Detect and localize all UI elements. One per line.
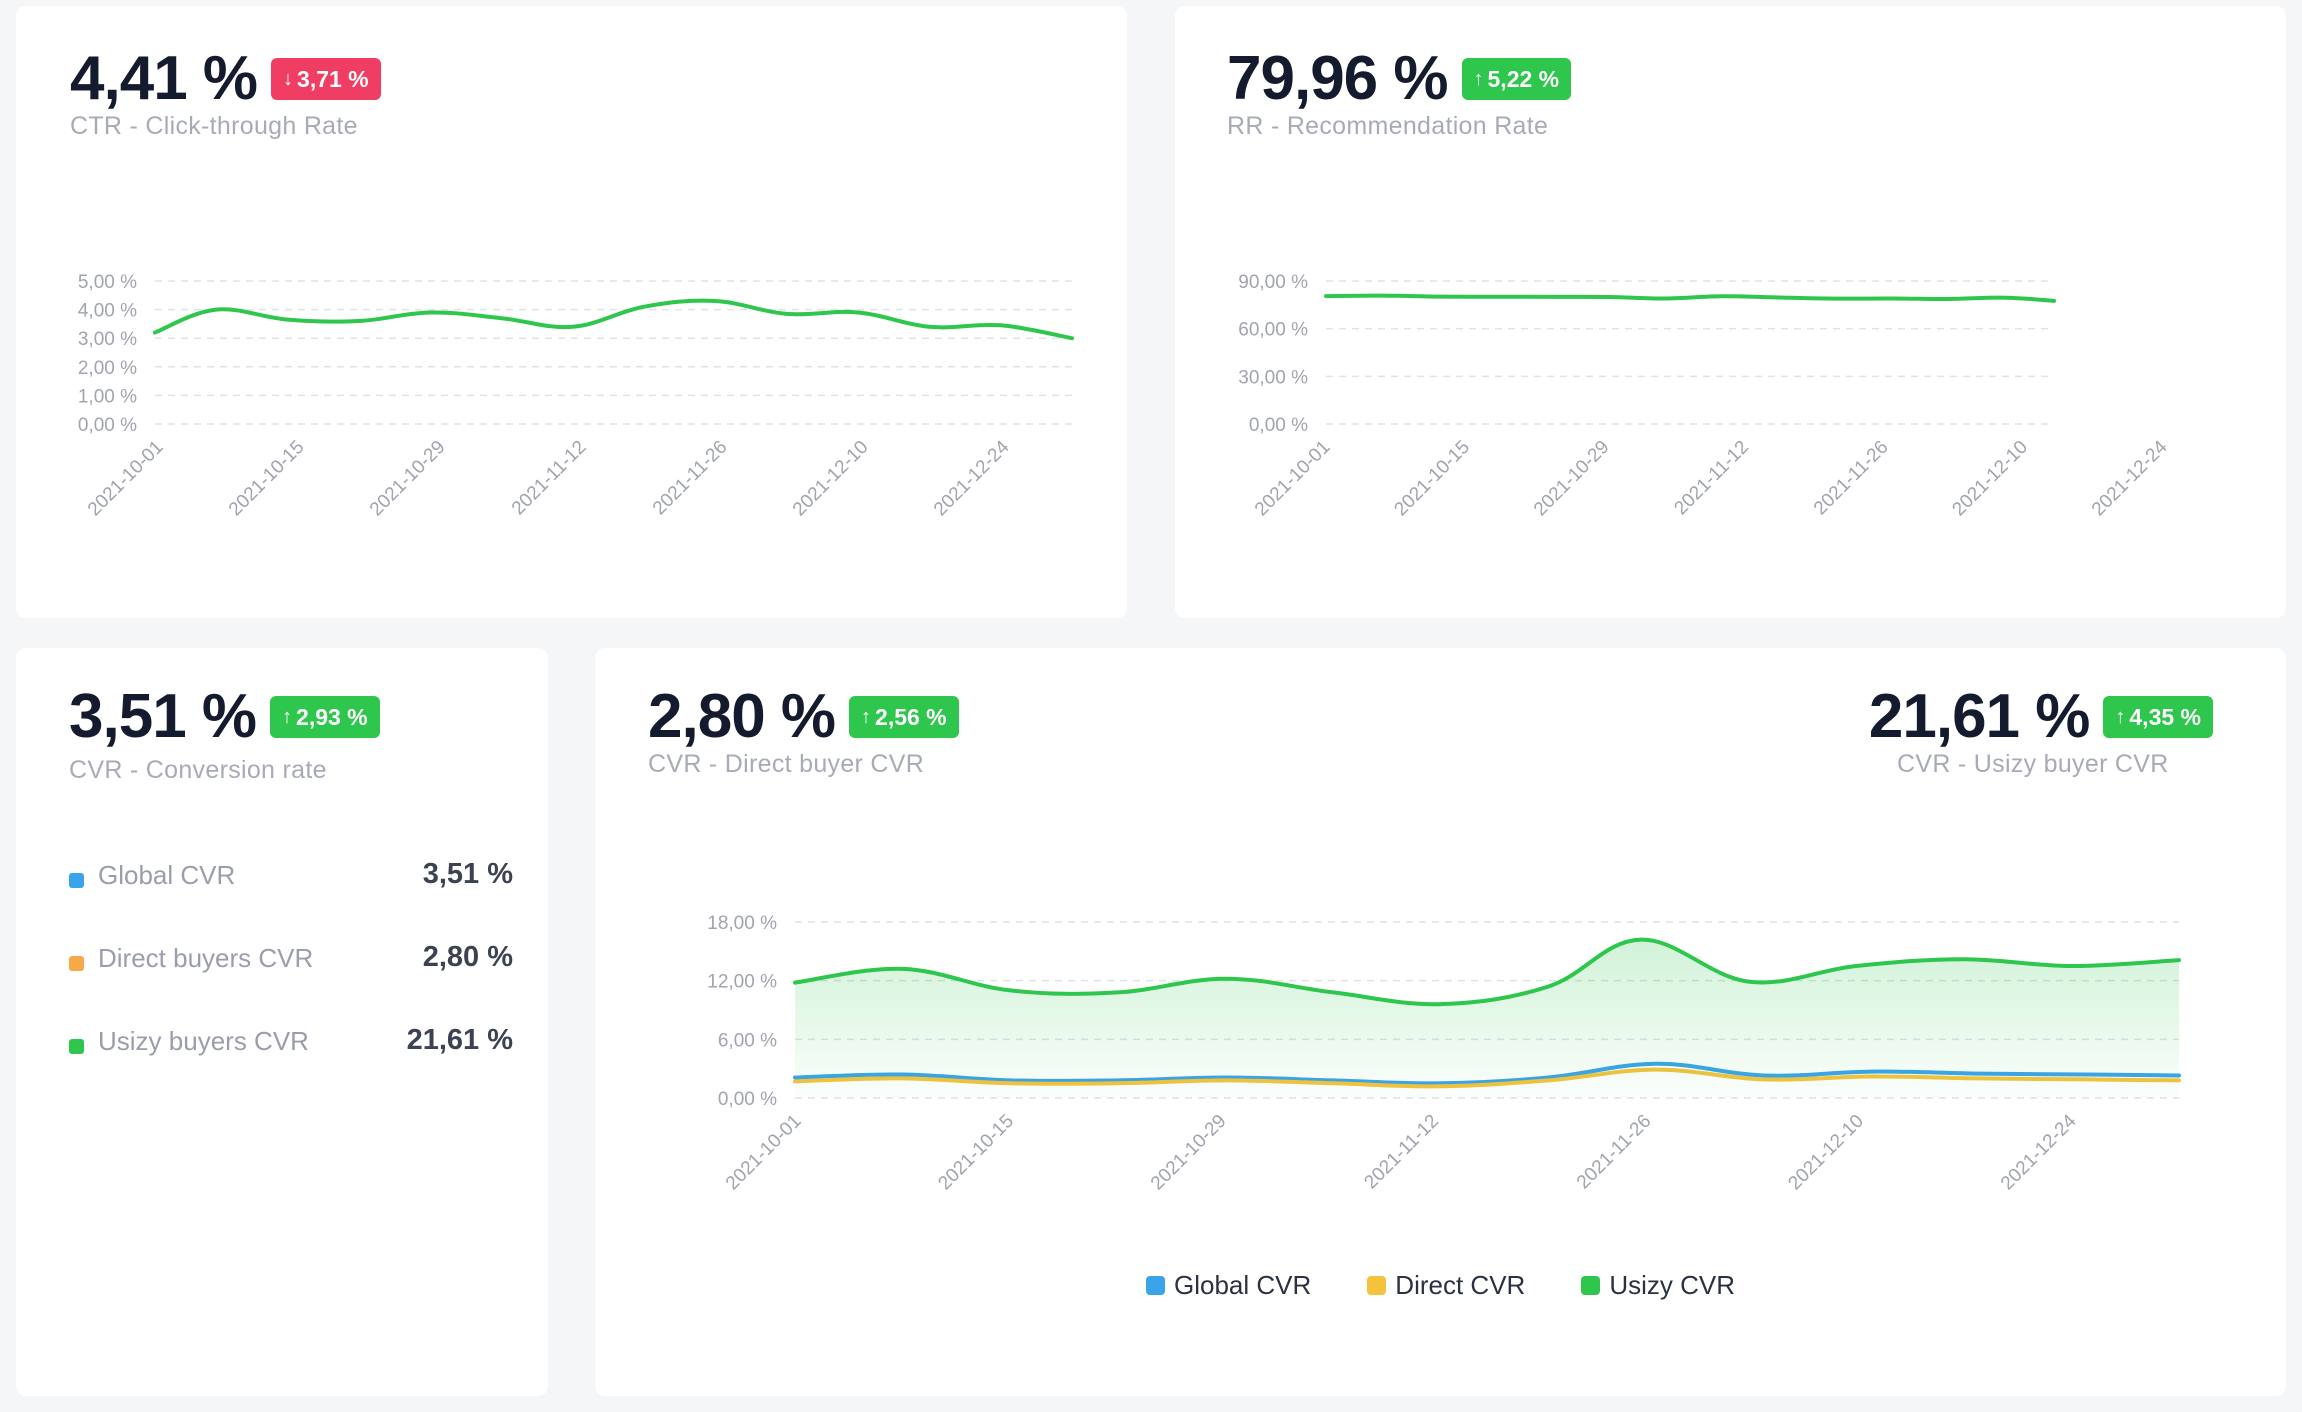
- cvr-change-value: 2,93 %: [296, 703, 368, 730]
- rr-line-chart: 90,00 % 60,00 % 30,00 % 0,00 %2021-10-01 202…: [1238, 272, 2172, 521]
- x-tick-label: 2021-12-24: [930, 436, 1014, 520]
- buyers-area-chart: 18,00 % 12,00 % 6,00 % 0,00 %2021-10-01 2021…: [707, 913, 2181, 1195]
- series-line-ctr: [153, 298, 1074, 341]
- y-tick-label: 3,00 %: [78, 329, 137, 350]
- direct-subtitle: CVR - Direct buyer CVR: [648, 750, 925, 778]
- x-tick-label: 2021-10-15: [1390, 437, 1474, 521]
- x-tick-label: 2021-11-12: [1360, 1111, 1443, 1194]
- cvr-item-value: 2,80 %: [422, 941, 513, 973]
- direct-kpi: 2,80 % ↑ 2,56 %: [648, 686, 959, 748]
- usizy-change-value: 4,35 %: [2129, 703, 2201, 730]
- cvr-subtitle: CVR - Conversion rate: [69, 756, 327, 784]
- legend-label: Direct CVR: [1395, 1270, 1526, 1300]
- ctr-subtitle: CTR - Click-through Rate: [70, 112, 358, 140]
- list-item: Global CVR 3,51 %: [69, 858, 513, 943]
- arrow-up-icon: ↑: [1473, 67, 1484, 90]
- y-tick-label: 18,00 %: [707, 913, 777, 934]
- rr-value: 79,96 %: [1227, 44, 1449, 113]
- x-tick-label: 2021-12-10: [789, 437, 873, 521]
- rr-change-badge: ↑ 5,22 %: [1461, 58, 1572, 100]
- series-line-usizy-cvr: [793, 937, 2181, 1007]
- x-tick-label: 2021-11-12: [1670, 437, 1753, 520]
- x-tick-label: 2021-12-10: [1784, 1111, 1868, 1195]
- x-tick-label: 2021-10-01: [84, 437, 168, 521]
- usizy-value: 21,61 %: [1868, 682, 2091, 751]
- cvr-item-value: 3,51 %: [422, 858, 513, 890]
- cvr-kpi: 3,51 % ↑ 2,93 %: [69, 686, 380, 748]
- x-tick-label: 2021-10-15: [225, 437, 309, 521]
- cvr-value: 3,51 %: [69, 682, 257, 751]
- x-tick-label: 2021-10-01: [1251, 437, 1335, 521]
- ctr-card: 4,41 % ↓ 3,71 % CTR - Click-through Rate…: [16, 6, 1127, 618]
- direct-change-value: 2,56 %: [875, 703, 947, 730]
- arrow-up-icon: ↑: [2115, 705, 2126, 728]
- y-tick-label: 1,00 %: [78, 386, 137, 407]
- usizy-subtitle: CVR - Usizy buyer CVR: [1897, 750, 2169, 778]
- chart-legend: Global CVR Direct CVR Usizy CVR: [595, 1270, 2286, 1301]
- x-tick-label: 2021-11-26: [649, 437, 732, 520]
- cvr-card: 3,51 % ↑ 2,93 % CVR - Conversion rate Gl…: [16, 648, 548, 1396]
- green-swatch-icon: [1581, 1276, 1601, 1295]
- x-tick-label: 2021-11-26: [1810, 437, 1893, 520]
- yellow-swatch-icon: [1367, 1276, 1387, 1295]
- ctr-kpi: 4,41 % ↓ 3,71 %: [70, 48, 381, 110]
- area-fill-usizy-cvr: [795, 939, 2179, 1098]
- y-tick-label: 0,00 %: [1249, 415, 1308, 436]
- y-tick-label: 60,00 %: [1238, 320, 1308, 341]
- legend-item-usizy[interactable]: Usizy CVR: [1581, 1270, 1735, 1301]
- legend-item-global[interactable]: Global CVR: [1146, 1270, 1311, 1301]
- x-tick-label: 2021-12-24: [2088, 436, 2172, 520]
- x-tick-label: 2021-11-12: [508, 437, 591, 520]
- direct-change-badge: ↑ 2,56 %: [849, 696, 959, 738]
- y-tick-label: 2,00 %: [78, 358, 137, 379]
- x-tick-label: 2021-10-29: [1530, 437, 1614, 521]
- rr-subtitle: RR - Recommendation Rate: [1227, 112, 1549, 140]
- rr-card: 79,96 % ↑ 5,22 % RR - Recommendation Rat…: [1175, 6, 2286, 618]
- list-item: Direct buyers CVR 2,80 %: [69, 941, 513, 1026]
- x-tick-label: 2021-10-29: [1147, 1111, 1231, 1195]
- x-tick-label: 2021-10-01: [722, 1111, 806, 1195]
- arrow-up-icon: ↑: [861, 705, 872, 728]
- legend-label: Usizy CVR: [1609, 1270, 1735, 1300]
- y-tick-label: 0,00 %: [78, 415, 137, 436]
- y-tick-label: 6,00 %: [718, 1030, 777, 1051]
- y-tick-label: 12,00 %: [707, 972, 777, 993]
- legend-item-direct[interactable]: Direct CVR: [1367, 1270, 1525, 1301]
- y-tick-label: 5,00 %: [78, 272, 137, 293]
- orange-dot-icon: [69, 956, 84, 971]
- rr-change-value: 5,22 %: [1487, 65, 1560, 92]
- ctr-line-chart: 5,00 %4,00 %3,00 %2,00 %1,00 %0,00 %2021…: [78, 272, 1074, 521]
- blue-dot-icon: [69, 873, 84, 888]
- x-tick-label: 2021-11-26: [1573, 1111, 1656, 1194]
- y-tick-label: 30,00 %: [1238, 367, 1308, 388]
- ctr-change-value: 3,71 %: [297, 65, 369, 92]
- cvr-item-value: 21,61 %: [406, 1024, 513, 1056]
- usizy-change-badge: ↑ 4,35 %: [2103, 696, 2213, 738]
- blue-swatch-icon: [1146, 1276, 1166, 1295]
- y-tick-label: 0,00 %: [718, 1089, 777, 1110]
- direct-value: 2,80 %: [648, 682, 836, 751]
- cvr-breakdown-list: Global CVR 3,51 % Direct buyers CVR 2,80…: [69, 858, 513, 1109]
- arrow-up-icon: ↑: [282, 705, 293, 728]
- x-tick-label: 2021-12-24: [1997, 1110, 2081, 1194]
- list-item: Usizy buyers CVR 21,61 %: [69, 1024, 513, 1109]
- buyers-cvr-card: 2,80 % ↑ 2,56 % CVR - Direct buyer CVR 2…: [595, 648, 2286, 1396]
- green-dot-icon: [69, 1039, 84, 1054]
- rr-kpi: 79,96 % ↑ 5,22 %: [1227, 44, 1572, 113]
- ctr-change-badge: ↓ 3,71 %: [271, 58, 381, 100]
- usizy-kpi: 21,61 % ↑ 4,35 %: [1869, 686, 2213, 748]
- cvr-item-label: Usizy buyers CVR: [98, 1026, 309, 1056]
- y-tick-label: 90,00 %: [1238, 272, 1308, 293]
- arrow-down-icon: ↓: [283, 67, 294, 90]
- y-tick-label: 4,00 %: [78, 301, 137, 322]
- series-line-rr: [1324, 293, 2056, 303]
- cvr-item-label: Direct buyers CVR: [98, 943, 314, 973]
- legend-label: Global CVR: [1174, 1270, 1312, 1300]
- x-tick-label: 2021-10-15: [934, 1111, 1018, 1195]
- cvr-change-badge: ↑ 2,93 %: [270, 696, 380, 738]
- x-tick-label: 2021-10-29: [366, 437, 450, 521]
- ctr-value: 4,41 %: [70, 44, 258, 113]
- cvr-item-label: Global CVR: [98, 860, 236, 890]
- x-tick-label: 2021-12-10: [1948, 437, 2032, 521]
